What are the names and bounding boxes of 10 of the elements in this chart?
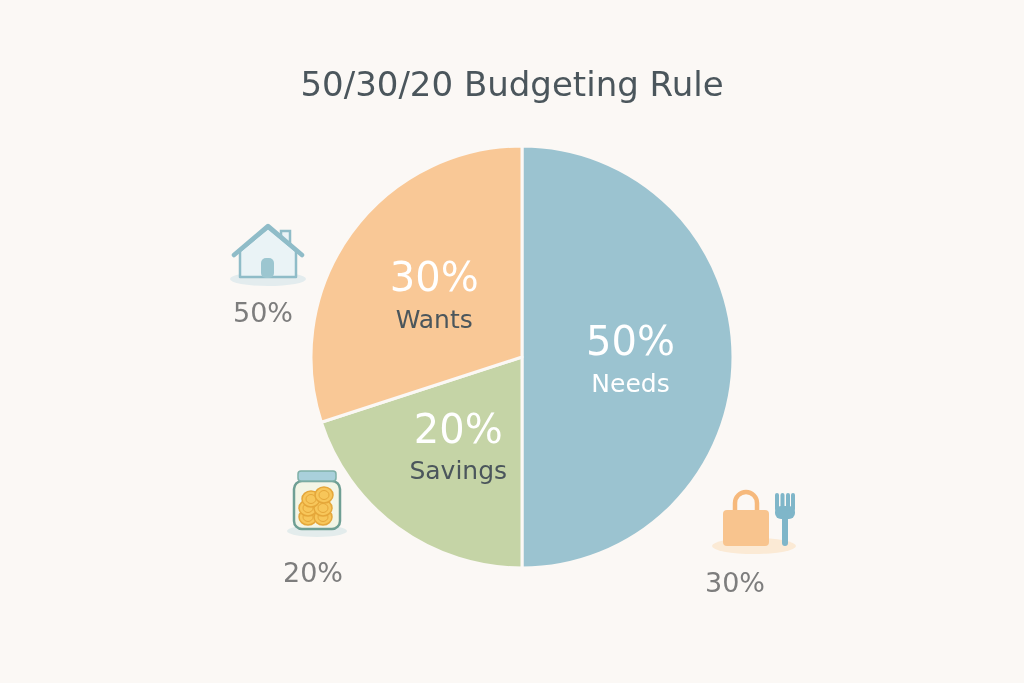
slice-label: Savings	[409, 456, 508, 486]
chart-title: 50/30/20 Budgeting Rule	[300, 64, 724, 104]
text: 20%	[282, 556, 344, 588]
data-label: 50%	[586, 318, 675, 364]
data-label: 20%	[413, 405, 503, 452]
text: 30%	[704, 566, 766, 598]
slice-label: Needs	[591, 368, 670, 398]
text: 50%	[232, 296, 294, 328]
slice-label: Wants	[395, 304, 473, 334]
data-label: 30%	[389, 254, 479, 301]
